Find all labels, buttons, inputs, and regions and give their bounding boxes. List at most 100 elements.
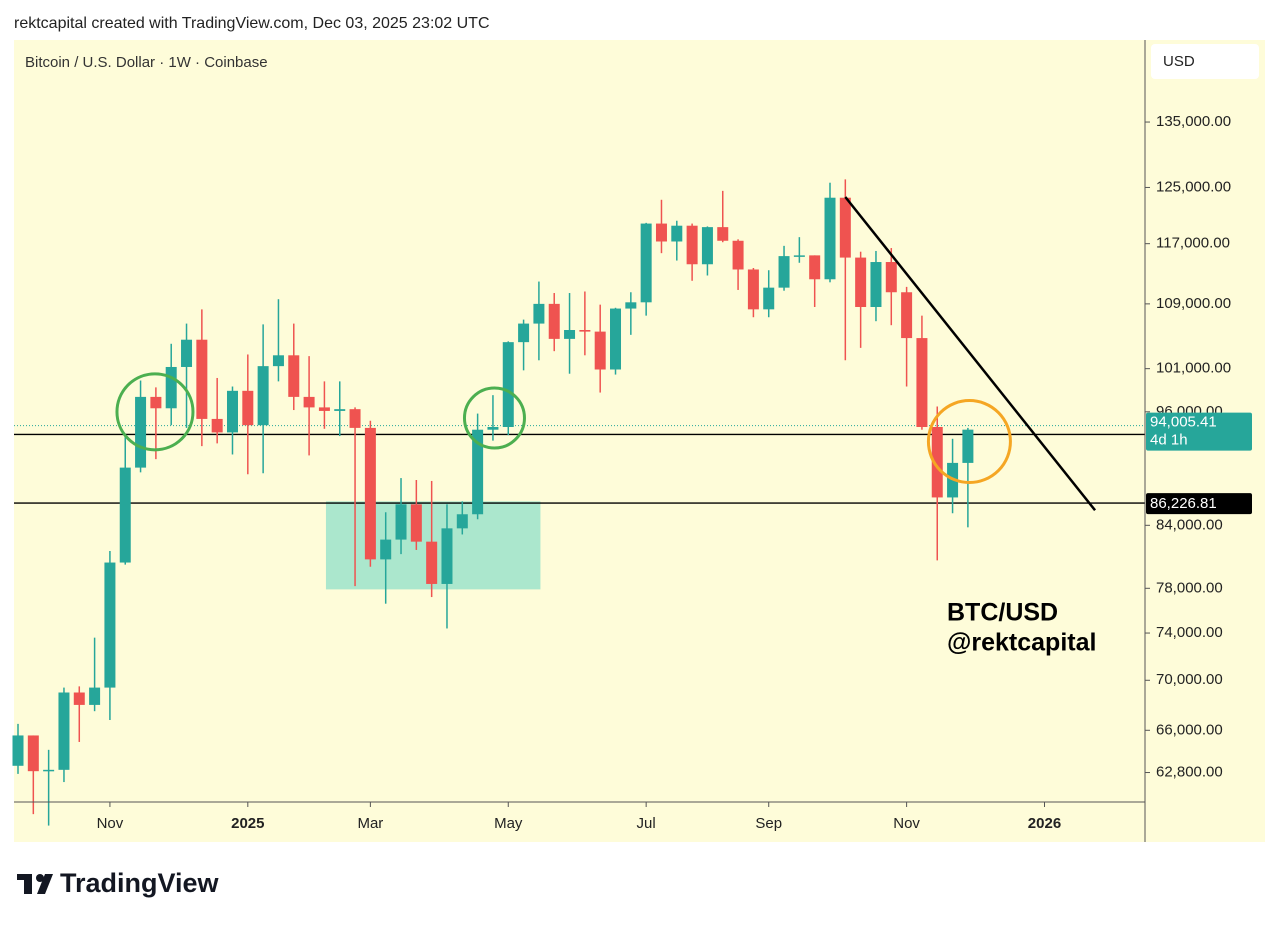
credit: rektcapital created with TradingView.com…	[14, 15, 490, 32]
x-tick-label: Jul	[637, 815, 656, 832]
candle-body	[778, 256, 790, 288]
candle-body	[426, 541, 438, 584]
plot	[12, 179, 1145, 826]
candle-body	[272, 355, 284, 367]
candle-body	[962, 429, 974, 463]
y-tick-label: 101,000.00	[1156, 360, 1231, 377]
trendline	[844, 196, 1097, 512]
annotation: BTC/USD	[947, 599, 1058, 627]
candle-body	[288, 355, 300, 397]
candle-body	[226, 390, 238, 433]
candle-body	[839, 197, 851, 258]
candle-body	[640, 223, 652, 303]
candle-body	[610, 308, 622, 370]
candle-body	[533, 303, 545, 324]
candle-body	[150, 396, 162, 409]
candle-body	[410, 504, 422, 542]
candle-body	[732, 240, 744, 270]
candle-body	[380, 539, 392, 560]
x-tick-label: 2026	[1028, 815, 1061, 832]
y-tick-label: 135,000.00	[1156, 113, 1231, 130]
brand: TradingView	[60, 868, 220, 898]
candle-body	[181, 339, 193, 367]
candle-body	[564, 329, 576, 339]
candle-body	[303, 396, 315, 408]
logo-slash	[37, 874, 53, 894]
candle-body	[12, 735, 24, 766]
candle-body	[135, 396, 147, 468]
candle-body	[548, 303, 560, 339]
y-tick-label: 125,000.00	[1156, 178, 1231, 195]
level-label: 86,226.81	[1150, 495, 1217, 512]
candle-body	[334, 409, 346, 411]
candle-body	[625, 302, 637, 309]
candle-body	[27, 735, 39, 772]
candle-body	[518, 323, 530, 343]
level-label-box	[1146, 493, 1252, 515]
candle-body	[701, 227, 713, 265]
candle-body	[364, 427, 376, 560]
candle-body	[43, 769, 55, 772]
currency-box	[1151, 44, 1259, 79]
candle-body	[579, 329, 591, 332]
candle-body	[686, 225, 698, 265]
candle-body	[793, 255, 805, 257]
candle-body	[809, 255, 821, 280]
candle-body	[257, 366, 269, 426]
last-price-label: 94,005.41	[1150, 414, 1217, 431]
last-price-box	[1146, 412, 1252, 451]
candle-body	[104, 562, 116, 688]
annotation: @rektcapital	[947, 629, 1096, 657]
x-tick-label: Sep	[755, 815, 782, 832]
y-tick-label: 70,000.00	[1156, 671, 1223, 688]
x-tick-label: May	[494, 815, 523, 832]
countdown-label: 4d 1h	[1150, 432, 1188, 449]
currency: USD	[1163, 53, 1195, 70]
candle-body	[763, 287, 775, 310]
x-tick-label: Nov	[97, 815, 124, 832]
candle-body	[717, 227, 729, 241]
candle-body	[855, 257, 867, 307]
circle-annotation	[462, 386, 526, 450]
candle-body	[441, 528, 453, 584]
tradingview-logo	[17, 874, 53, 894]
candle-body	[901, 292, 913, 339]
circle-annotation	[926, 399, 1012, 485]
y-tick-label: 66,000.00	[1156, 721, 1223, 738]
candle-body	[242, 390, 254, 426]
candle-body	[58, 692, 70, 770]
candle-body	[456, 514, 468, 529]
logo-bar	[24, 874, 32, 894]
candle-body	[472, 429, 484, 515]
candle-body	[73, 692, 85, 705]
candle-body	[594, 331, 606, 370]
candle-body	[487, 427, 499, 430]
chart-title: Bitcoin / U.S. Dollar · 1W · Coinbase	[25, 54, 268, 71]
candle-body	[655, 223, 667, 242]
chart-background	[14, 40, 1265, 842]
candle-body	[885, 262, 897, 293]
y-tick-label: 117,000.00	[1156, 235, 1230, 252]
logo-dot	[36, 874, 44, 882]
candle-body	[165, 366, 177, 409]
candle-body	[196, 339, 208, 419]
candle-body	[211, 418, 223, 433]
candle-body	[916, 338, 928, 428]
candle-body	[870, 262, 882, 307]
y-tick-label: 62,800.00	[1156, 764, 1223, 781]
x-tick-label: Mar	[357, 815, 383, 832]
y-tick-label: 74,000.00	[1156, 624, 1223, 641]
candle-body	[318, 407, 330, 411]
candle-body	[89, 687, 101, 705]
candle-body	[671, 225, 683, 242]
candle-body	[395, 504, 407, 540]
y-tick-label: 78,000.00	[1156, 579, 1223, 596]
candle-body	[119, 467, 131, 563]
x-tick-label: Nov	[893, 815, 920, 832]
candle-body	[824, 197, 836, 280]
candle-body	[931, 427, 943, 498]
circle-annotation	[115, 372, 195, 452]
y-tick-label: 84,000.00	[1156, 516, 1223, 533]
x-tick-label: 2025	[231, 815, 264, 832]
